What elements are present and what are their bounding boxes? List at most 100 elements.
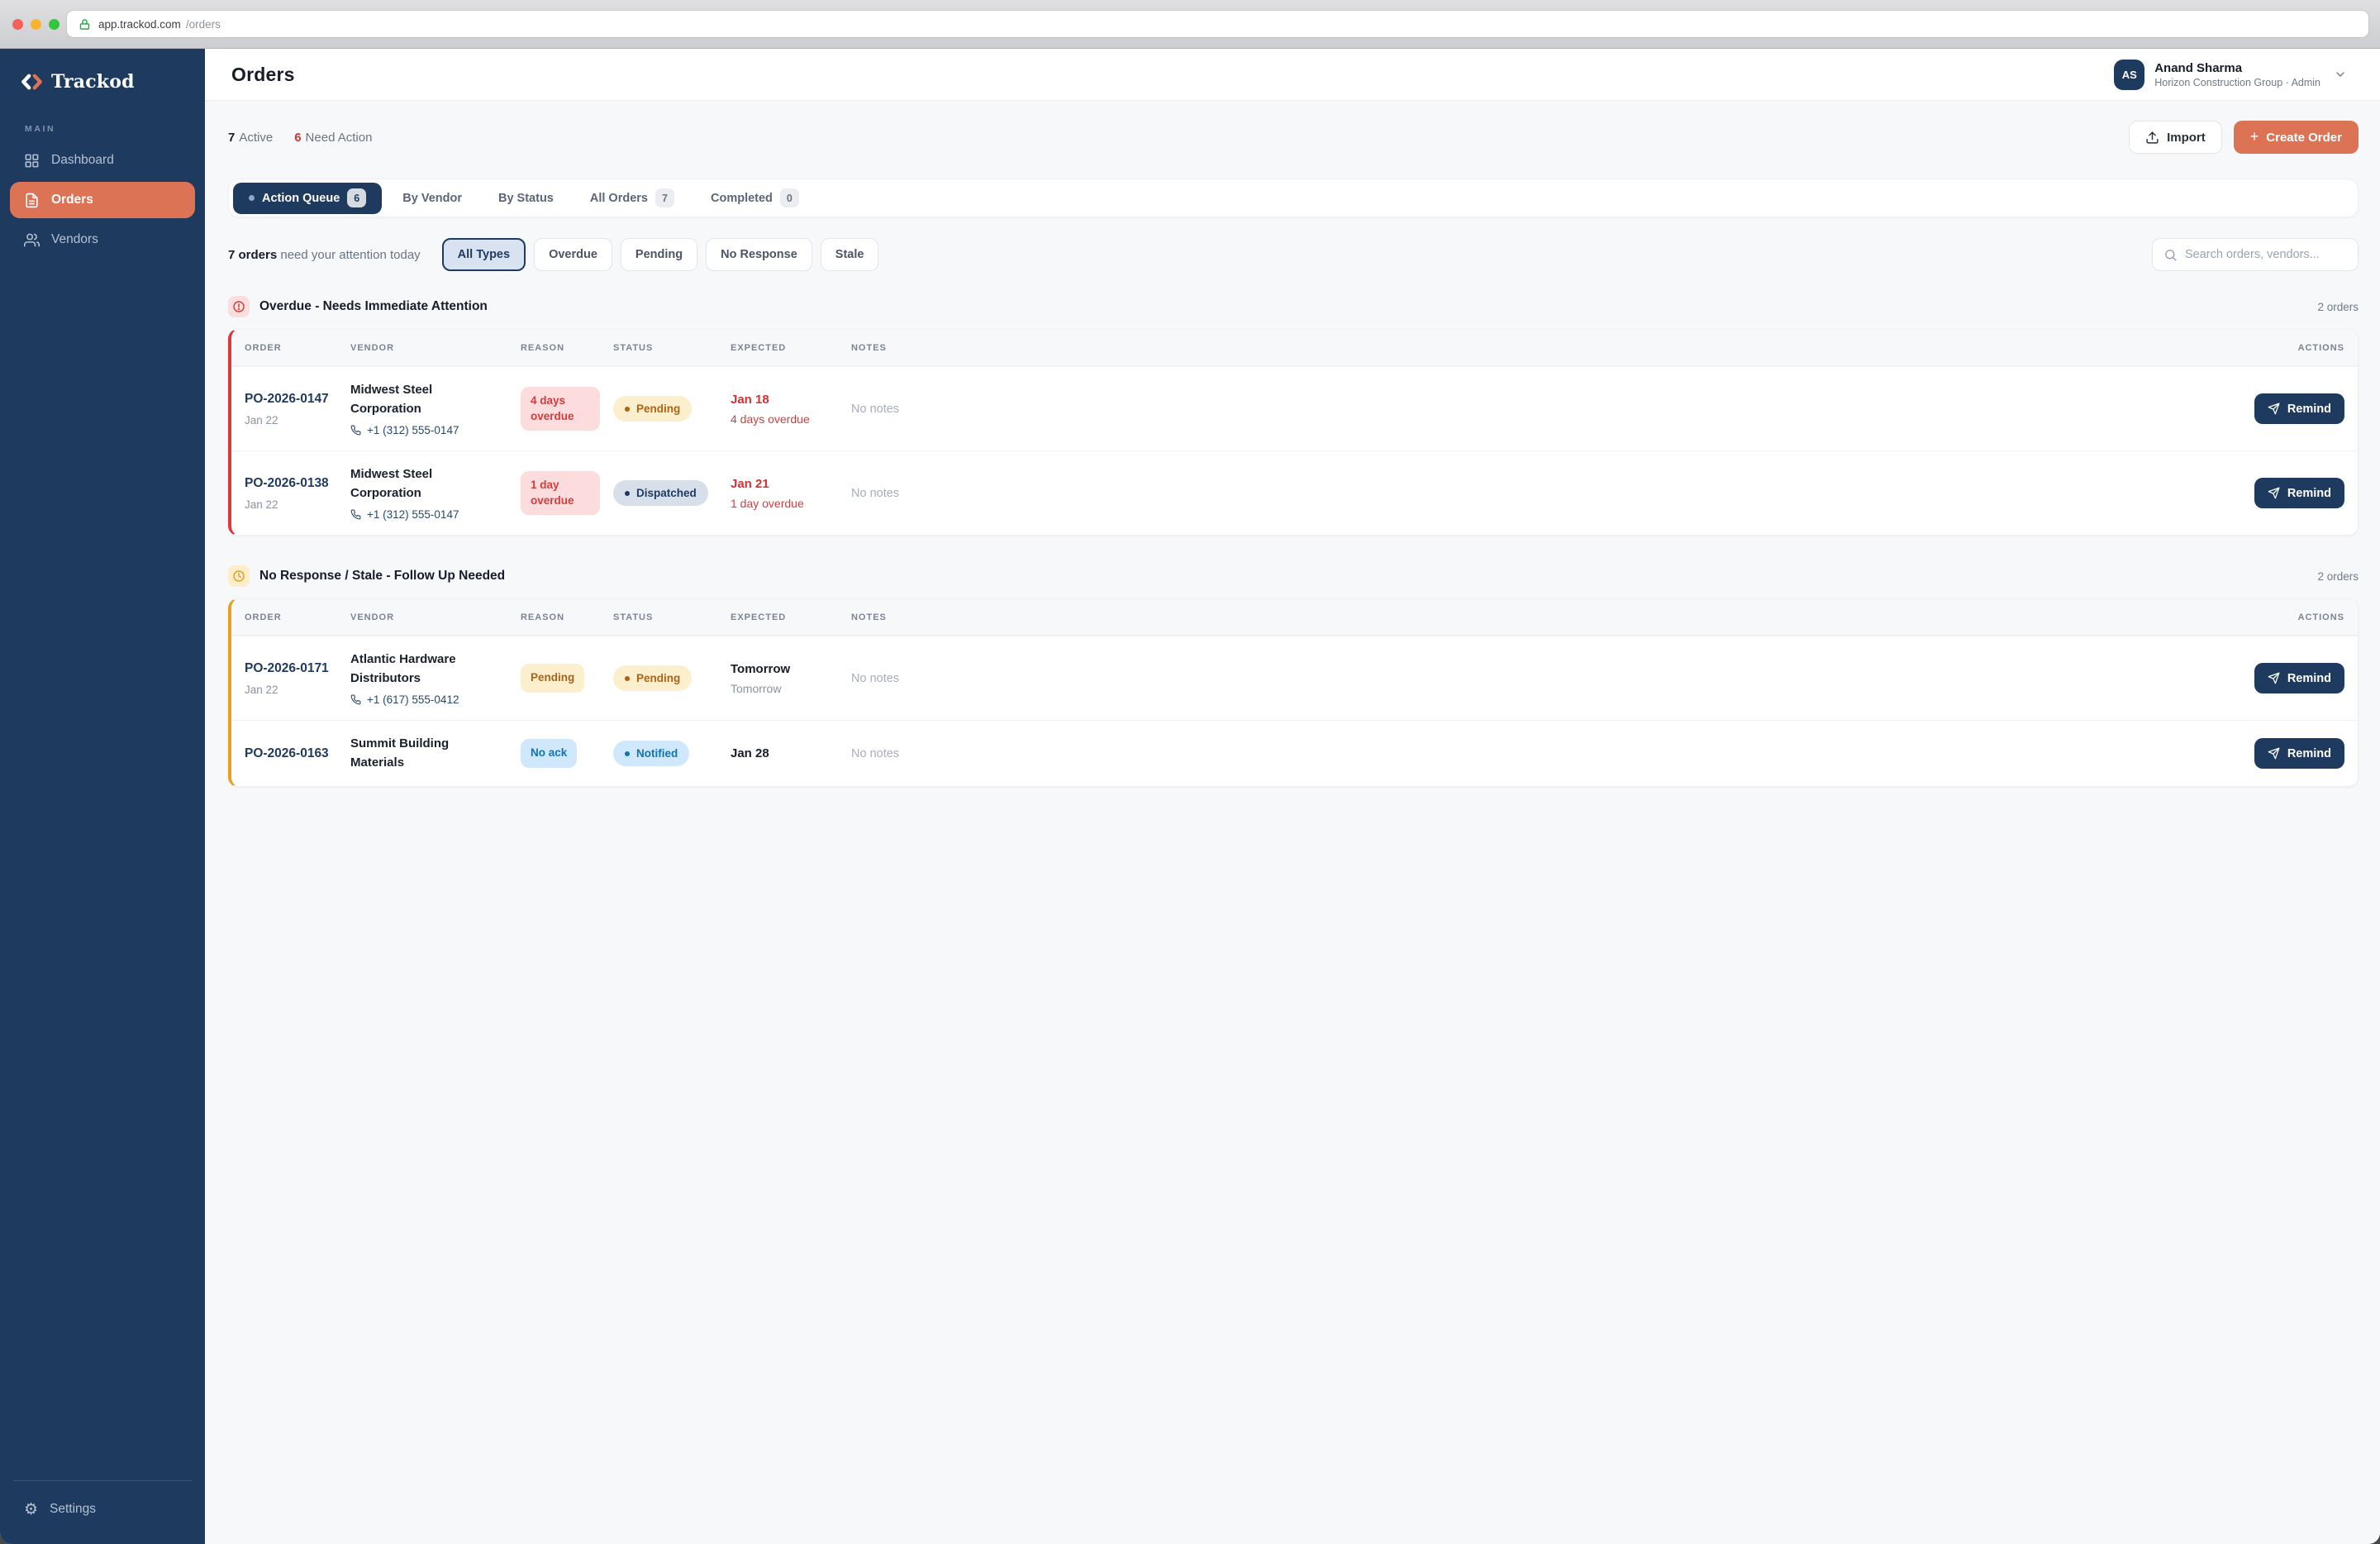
user-menu[interactable]: AS Anand Sharma Horizon Construction Gro… <box>2114 59 2347 90</box>
notes-cell: No notes <box>851 402 900 416</box>
sidebar: Trackod MAIN Dashboard Orders Vendors <box>0 49 205 1544</box>
vendor-name: Atlantic Hardware Distributors <box>350 652 456 685</box>
tab-action-queue[interactable]: Action Queue 6 <box>233 182 383 214</box>
section-header-stale: No Response / Stale - Follow Up Needed 2… <box>228 565 2359 587</box>
upload-icon <box>2146 131 2159 144</box>
reason-badge: 1 day overdue <box>521 470 600 516</box>
table-row: PO-2026-0138 Jan 22 Midwest Steel Corpor… <box>231 450 2358 535</box>
page-header: Orders AS Anand Sharma Horizon Construct… <box>205 49 2380 101</box>
order-date: Jan 22 <box>245 413 278 427</box>
order-number-link[interactable]: PO-2026-0171 <box>245 660 329 675</box>
status-dot <box>625 490 630 496</box>
filter-chip-stale[interactable]: Stale <box>820 238 879 271</box>
tab-badge: 6 <box>347 188 367 207</box>
active-count-stat: 7 Active <box>228 130 274 145</box>
clock-icon <box>228 565 250 587</box>
filter-chip-overdue[interactable]: Overdue <box>534 238 612 271</box>
filter-chip-pending[interactable]: Pending <box>620 238 698 271</box>
send-icon <box>2268 747 2280 760</box>
user-name: Anand Sharma <box>2154 60 2243 75</box>
overdue-orders-table: ORDER VENDOR REASON STATUS EXPECTED NOTES A… <box>228 329 2359 536</box>
need-action-stat: 6 Need Action <box>294 130 373 145</box>
status-badge: Pending <box>613 396 693 422</box>
orders-content: 7 Active 6 Need Action Import + Create Ord… <box>205 101 2380 1544</box>
order-number-link[interactable]: PO-2026-0147 <box>245 391 329 406</box>
expected-note: 1 day overdue <box>731 496 804 510</box>
status-badge: Pending <box>613 665 693 691</box>
plus-icon: + <box>2249 128 2259 145</box>
view-tabs: Action Queue 6 By Vendor By Status All O… <box>228 179 2359 217</box>
sidebar-item-orders[interactable]: Orders <box>10 182 195 218</box>
order-number-link[interactable]: PO-2026-0138 <box>245 475 329 490</box>
vendor-phone-link[interactable]: +1 (617) 555-0412 <box>350 693 521 706</box>
remind-button[interactable]: Remind <box>2254 393 2344 424</box>
reason-badge: 4 days overdue <box>521 386 600 431</box>
vendor-phone-link[interactable]: +1 (312) 555-0147 <box>350 508 521 521</box>
expected-note: 4 days overdue <box>731 412 810 426</box>
remind-button[interactable]: Remind <box>2254 663 2344 693</box>
expected-date: Jan 28 <box>731 746 769 760</box>
phone-icon <box>350 509 361 520</box>
phone-icon <box>350 694 361 705</box>
alert-icon <box>228 296 250 317</box>
tab-by-status[interactable]: By Status <box>497 191 554 205</box>
close-window-button[interactable] <box>12 18 23 30</box>
user-role: Horizon Construction Group · Admin <box>2154 76 2320 88</box>
brand-name: Trackod <box>51 71 135 93</box>
active-tab-dot <box>249 195 255 201</box>
tab-by-vendor[interactable]: By Vendor <box>402 191 462 205</box>
vendor-phone-link[interactable]: +1 (312) 555-0147 <box>350 424 521 436</box>
sidebar-item-label: Orders <box>51 193 93 207</box>
reason-badge: No ack <box>521 739 578 768</box>
section-count: 2 orders <box>2317 569 2359 583</box>
filter-chip-no-response[interactable]: No Response <box>706 238 812 271</box>
table-row: PO-2026-0163 Summit Building Materials N… <box>231 720 2358 786</box>
sidebar-item-label: Vendors <box>51 232 98 246</box>
window-controls <box>12 18 60 30</box>
status-badge: Dispatched <box>613 480 708 506</box>
expected-note: Tomorrow <box>731 681 782 695</box>
expected-date: Jan 18 <box>731 392 769 407</box>
expected-date: Jan 21 <box>731 476 769 491</box>
section-count: 2 orders <box>2317 300 2359 313</box>
tab-badge: 0 <box>779 188 799 207</box>
order-date: Jan 22 <box>245 498 278 511</box>
search-input[interactable] <box>2185 248 2347 261</box>
users-icon <box>24 233 40 246</box>
browser-chrome: app.trackod.com /orders <box>0 0 2380 49</box>
nav-section-label: MAIN <box>25 124 56 134</box>
send-icon <box>2268 403 2280 415</box>
remind-button[interactable]: Remind <box>2254 478 2344 508</box>
section-title: Overdue - Needs Immediate Attention <box>259 299 488 313</box>
phone-icon <box>350 425 361 436</box>
tab-completed[interactable]: Completed 0 <box>695 183 815 214</box>
import-button[interactable]: Import <box>2129 121 2222 154</box>
brand-logo-icon <box>21 74 42 90</box>
notes-cell: No notes <box>851 746 900 760</box>
minimize-window-button[interactable] <box>31 18 41 30</box>
status-badge: Notified <box>613 741 690 766</box>
tab-badge: 7 <box>654 188 674 207</box>
order-number-link[interactable]: PO-2026-0163 <box>245 746 329 760</box>
table-header-row: ORDER VENDOR REASON STATUS EXPECTED NOTES A… <box>231 330 2358 366</box>
section-title: No Response / Stale - Follow Up Needed <box>259 569 506 583</box>
attention-summary: 7 orders need your attention today <box>228 247 421 262</box>
page-title: Orders <box>231 63 295 85</box>
zoom-window-button[interactable] <box>49 18 60 30</box>
search-box <box>2152 238 2359 271</box>
create-order-button[interactable]: + Create Order <box>2233 121 2359 154</box>
sidebar-item-settings[interactable]: ⚙ Settings <box>10 1491 195 1527</box>
filter-chip-all-types[interactable]: All Types <box>441 238 526 271</box>
sidebar-item-vendors[interactable]: Vendors <box>10 222 195 258</box>
tab-all-orders[interactable]: All Orders 7 <box>574 183 690 214</box>
remind-button[interactable]: Remind <box>2254 738 2344 769</box>
address-bar[interactable]: app.trackod.com /orders <box>67 11 2368 37</box>
vendor-name: Midwest Steel Corporation <box>350 383 433 416</box>
grid-icon <box>25 154 39 167</box>
section-header-overdue: Overdue - Needs Immediate Attention 2 or… <box>228 296 2359 317</box>
status-dot <box>625 675 630 681</box>
notes-cell: No notes <box>851 671 900 685</box>
document-icon <box>26 193 38 207</box>
sidebar-item-dashboard[interactable]: Dashboard <box>10 142 195 179</box>
table-row: PO-2026-0147 Jan 22 Midwest Steel Corpor… <box>231 366 2358 450</box>
